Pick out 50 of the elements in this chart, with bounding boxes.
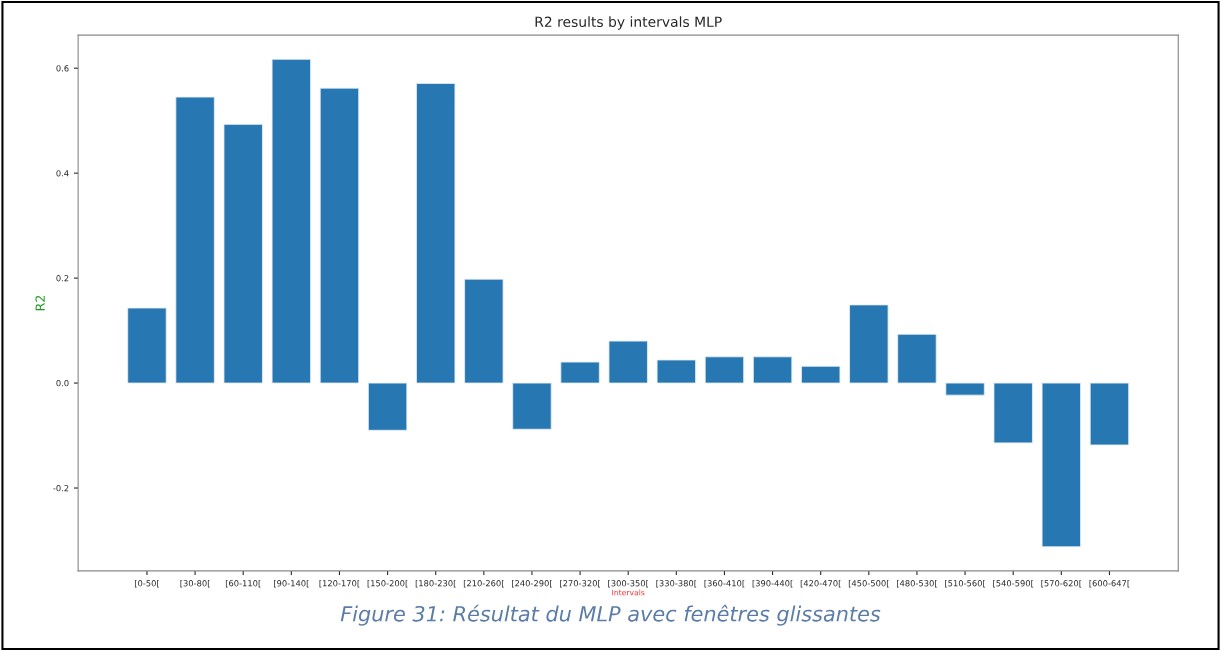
bar [367, 382, 408, 431]
bar [223, 123, 263, 384]
bar [608, 340, 648, 384]
bar [416, 83, 456, 384]
x-tick-label: [300-350[ [608, 579, 649, 588]
x-tick-label: [420-470[ [800, 579, 841, 588]
x-tick-label: [390-440[ [752, 579, 793, 588]
bar [319, 87, 360, 384]
x-tick-label: [180-230[ [415, 579, 456, 588]
bar [1089, 382, 1130, 446]
bar [849, 304, 889, 384]
x-tick-label: [150-200[ [367, 579, 408, 588]
bar [271, 58, 311, 384]
bar [175, 96, 215, 384]
y-tick-label: 0.4 [56, 170, 69, 177]
x-tick-label: [480-530[ [897, 579, 937, 588]
bar [512, 382, 552, 430]
bar [897, 333, 937, 384]
bar [801, 365, 841, 384]
bar [656, 359, 696, 384]
y-axis-title: R2 [35, 295, 45, 311]
bar [127, 307, 167, 384]
bar [464, 278, 504, 384]
x-tick-label: [240-290[ [512, 579, 552, 588]
x-tick-label: [270-320[ [560, 579, 600, 588]
y-tick-label: 0.6 [56, 65, 69, 72]
bar [993, 382, 1033, 444]
caption: Figure 31: Résultat du MLP avec fenêtres glissantes [340, 604, 881, 626]
x-tick-label: [450-500[ [848, 579, 889, 588]
bar [704, 356, 745, 384]
chart-title: R2 results by intervals MLP [535, 16, 722, 30]
x-tick-label: [570-620[ [1041, 579, 1082, 588]
y-tick-label: 0.2 [56, 275, 69, 282]
bar [1041, 382, 1081, 548]
bar [945, 382, 985, 396]
x-tick-label: [540-590[ [993, 579, 1034, 588]
x-tick-label: [60-110[ [225, 579, 261, 588]
bar [560, 361, 600, 384]
x-tick-label: [510-560[ [945, 579, 985, 588]
x-tick-label: [120-170[ [319, 579, 360, 588]
x-tick-label: [360-410[ [704, 579, 745, 588]
x-tick-label: [90-140[ [274, 579, 309, 588]
x-tick-label: [0-50[ [134, 579, 159, 588]
y-tick-label: -0.2 [53, 485, 69, 492]
bar [752, 356, 793, 384]
x-tick-label: [600-647[ [1089, 579, 1130, 588]
x-tick-label: [30-80[ [180, 579, 210, 588]
x-tick-label: [210-260[ [463, 579, 504, 588]
x-tick-label: [330-380[ [656, 579, 697, 588]
y-tick-label: 0.0 [56, 380, 69, 387]
